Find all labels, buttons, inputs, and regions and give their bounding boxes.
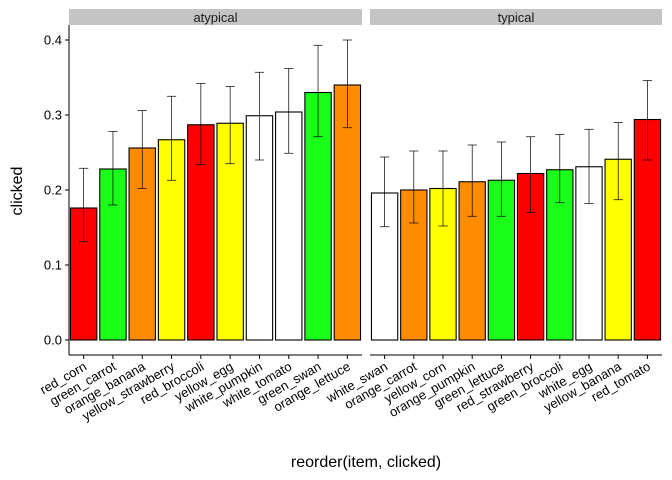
facet-strip-label: atypical xyxy=(193,10,237,25)
y-tick-label: 0.4 xyxy=(44,33,62,48)
y-tick-label: 0.0 xyxy=(44,333,62,348)
y-axis-title: clicked xyxy=(9,167,26,216)
bar xyxy=(187,124,215,341)
facet-strip-label: typical xyxy=(498,10,535,25)
facet-strip xyxy=(69,9,362,25)
y-tick-label: 0.3 xyxy=(44,108,62,123)
y-tick-label: 0.1 xyxy=(44,258,62,273)
panel-typical: typicalwhite_swanorange_carrotyellow_cor… xyxy=(323,9,662,420)
x-axis-title: reorder(item, clicked) xyxy=(291,454,441,471)
chart-panels: atypicalred_corngreen_carrotorange_banan… xyxy=(37,9,662,424)
facet-strip xyxy=(370,9,662,25)
y-tick-label: 0.2 xyxy=(44,183,62,198)
y-axis: 0.0 0.1 0.2 0.3 0.4 xyxy=(44,25,70,355)
panel-atypical: atypicalred_corngreen_carrotorange_banan… xyxy=(37,9,362,424)
